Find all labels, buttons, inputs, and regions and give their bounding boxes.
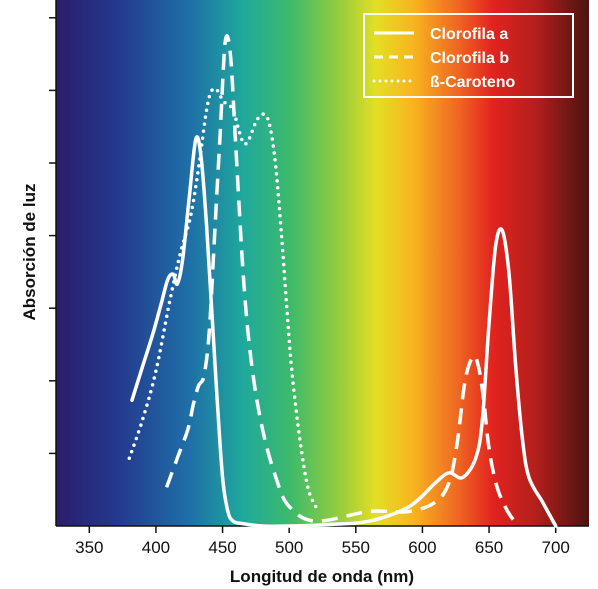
- x-tick-label-650: 650: [475, 538, 503, 557]
- legend-box: [363, 13, 574, 98]
- x-tick-label-700: 700: [542, 538, 570, 557]
- y-axis: [49, 0, 57, 526]
- x-axis-title: Longitud de onda (nm): [230, 567, 414, 586]
- series-clorofila-b: [164, 34, 520, 528]
- x-tick-label-450: 450: [208, 538, 236, 557]
- series-clorofila-a: [130, 135, 558, 528]
- legend-label-beta-caroteno: ß-Caroteno: [430, 74, 516, 91]
- y-axis-title: Absorción de luz: [20, 184, 39, 321]
- legend-label-clorofila-b: Clorofila b: [430, 50, 509, 67]
- x-tick-label-600: 600: [408, 538, 436, 557]
- x-tick-label-350: 350: [75, 538, 103, 557]
- series-layer: [127, 34, 558, 528]
- x-tick-label-400: 400: [142, 538, 170, 557]
- series-beta-caroteno: [127, 86, 318, 509]
- x-axis: 350 400 450 500 550 600 650 700: [56, 525, 589, 557]
- legend-label-clorofila-a: Clorofila a: [430, 26, 508, 43]
- plot-background: [56, 0, 589, 526]
- x-tick-label-550: 550: [342, 538, 370, 557]
- legend: Clorofila a Clorofila b ß-Caroteno: [363, 13, 574, 98]
- x-tick-label-500: 500: [275, 538, 303, 557]
